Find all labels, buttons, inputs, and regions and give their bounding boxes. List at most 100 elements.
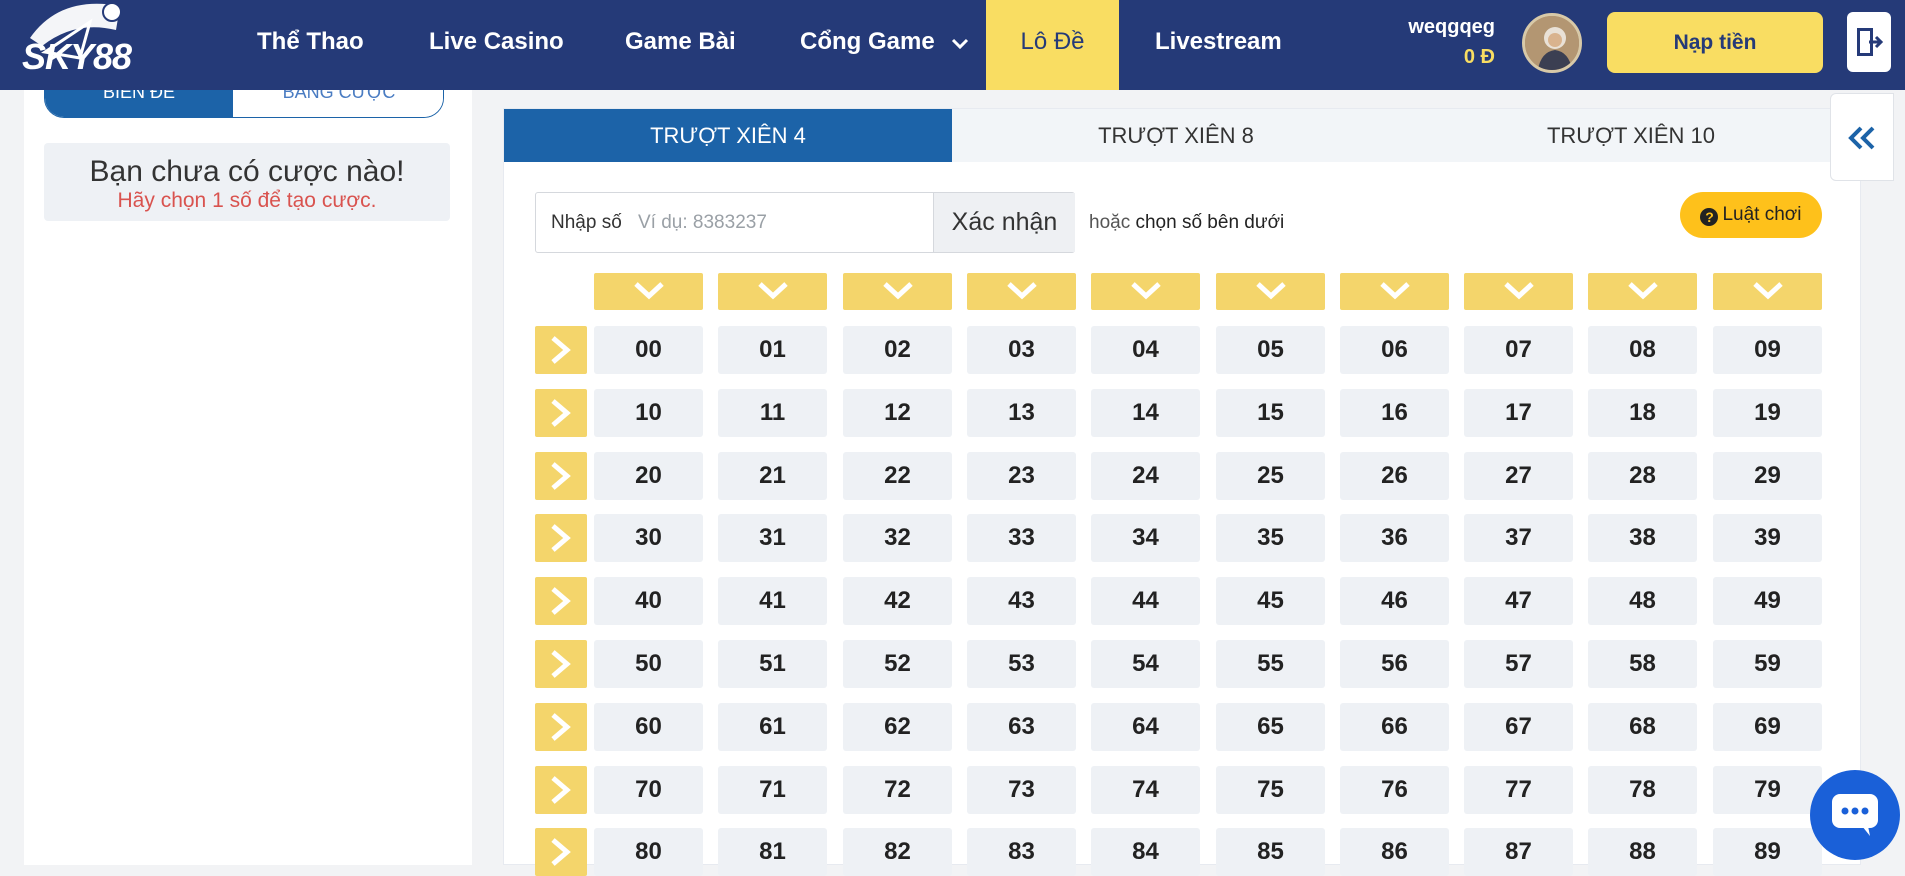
number-cell[interactable]: 02 — [843, 326, 952, 374]
number-cell[interactable]: 04 — [1091, 326, 1200, 374]
row-select-button[interactable] — [535, 514, 587, 562]
nav-game-bai[interactable]: Game Bài — [625, 28, 736, 55]
number-cell[interactable]: 18 — [1588, 389, 1697, 437]
number-cell[interactable]: 29 — [1713, 452, 1822, 500]
number-cell[interactable]: 84 — [1091, 828, 1200, 876]
number-cell[interactable]: 56 — [1340, 640, 1449, 688]
avatar[interactable] — [1522, 13, 1582, 73]
number-cell[interactable]: 01 — [718, 326, 827, 374]
number-cell[interactable]: 27 — [1464, 452, 1573, 500]
number-cell[interactable]: 77 — [1464, 766, 1573, 814]
number-cell[interactable]: 24 — [1091, 452, 1200, 500]
number-cell[interactable]: 38 — [1588, 514, 1697, 562]
number-cell[interactable]: 54 — [1091, 640, 1200, 688]
number-cell[interactable]: 72 — [843, 766, 952, 814]
number-cell[interactable]: 71 — [718, 766, 827, 814]
number-cell[interactable]: 00 — [594, 326, 703, 374]
number-cell[interactable]: 73 — [967, 766, 1076, 814]
number-cell[interactable]: 32 — [843, 514, 952, 562]
number-cell[interactable]: 13 — [967, 389, 1076, 437]
number-cell[interactable]: 07 — [1464, 326, 1573, 374]
live-chat-button[interactable] — [1810, 770, 1900, 860]
logout-button[interactable] — [1847, 12, 1891, 72]
number-cell[interactable]: 22 — [843, 452, 952, 500]
number-cell[interactable]: 26 — [1340, 452, 1449, 500]
number-cell[interactable]: 33 — [967, 514, 1076, 562]
number-input[interactable] — [638, 203, 898, 243]
number-cell[interactable]: 79 — [1713, 766, 1822, 814]
column-select-button[interactable] — [718, 273, 827, 310]
number-cell[interactable]: 45 — [1216, 577, 1325, 625]
number-cell[interactable]: 09 — [1713, 326, 1822, 374]
number-cell[interactable]: 58 — [1588, 640, 1697, 688]
rules-button[interactable]: ? Luật chơi — [1680, 192, 1822, 238]
nav-the-thao[interactable]: Thể Thao — [257, 28, 364, 55]
number-cell[interactable]: 87 — [1464, 828, 1573, 876]
row-select-button[interactable] — [535, 640, 587, 688]
tab-truot-xien-4[interactable]: Trượt Xiên 4 — [504, 109, 952, 162]
number-cell[interactable]: 65 — [1216, 703, 1325, 751]
number-cell[interactable]: 37 — [1464, 514, 1573, 562]
number-cell[interactable]: 23 — [967, 452, 1076, 500]
number-cell[interactable]: 89 — [1713, 828, 1822, 876]
nav-livestream[interactable]: Livestream — [1155, 28, 1282, 55]
number-cell[interactable]: 80 — [594, 828, 703, 876]
number-cell[interactable]: 31 — [718, 514, 827, 562]
number-cell[interactable]: 03 — [967, 326, 1076, 374]
number-cell[interactable]: 67 — [1464, 703, 1573, 751]
number-cell[interactable]: 25 — [1216, 452, 1325, 500]
number-cell[interactable]: 62 — [843, 703, 952, 751]
number-cell[interactable]: 17 — [1464, 389, 1573, 437]
number-cell[interactable]: 11 — [718, 389, 827, 437]
number-cell[interactable]: 51 — [718, 640, 827, 688]
number-cell[interactable]: 52 — [843, 640, 952, 688]
number-cell[interactable]: 46 — [1340, 577, 1449, 625]
number-cell[interactable]: 10 — [594, 389, 703, 437]
nav-lo-de[interactable]: Lô Đề — [986, 0, 1119, 90]
number-cell[interactable]: 34 — [1091, 514, 1200, 562]
number-cell[interactable]: 81 — [718, 828, 827, 876]
number-cell[interactable]: 47 — [1464, 577, 1573, 625]
row-select-button[interactable] — [535, 766, 587, 814]
number-cell[interactable]: 76 — [1340, 766, 1449, 814]
number-cell[interactable]: 83 — [967, 828, 1076, 876]
tab-truot-xien-8[interactable]: Trượt Xiên 8 — [952, 109, 1400, 162]
number-cell[interactable]: 69 — [1713, 703, 1822, 751]
sky88-logo[interactable]: SKY88 — [20, 0, 135, 90]
number-cell[interactable]: 68 — [1588, 703, 1697, 751]
row-select-button[interactable] — [535, 577, 587, 625]
number-cell[interactable]: 74 — [1091, 766, 1200, 814]
row-select-button[interactable] — [535, 389, 587, 437]
number-cell[interactable]: 35 — [1216, 514, 1325, 562]
column-select-button[interactable] — [594, 273, 703, 310]
number-cell[interactable]: 85 — [1216, 828, 1325, 876]
number-cell[interactable]: 20 — [594, 452, 703, 500]
number-cell[interactable]: 59 — [1713, 640, 1822, 688]
number-cell[interactable]: 57 — [1464, 640, 1573, 688]
number-cell[interactable]: 44 — [1091, 577, 1200, 625]
number-cell[interactable]: 75 — [1216, 766, 1325, 814]
number-cell[interactable]: 16 — [1340, 389, 1449, 437]
number-cell[interactable]: 66 — [1340, 703, 1449, 751]
collapse-sidebar-button[interactable] — [1830, 93, 1894, 181]
number-cell[interactable]: 50 — [594, 640, 703, 688]
number-cell[interactable]: 86 — [1340, 828, 1449, 876]
number-cell[interactable]: 28 — [1588, 452, 1697, 500]
number-cell[interactable]: 78 — [1588, 766, 1697, 814]
row-select-button[interactable] — [535, 452, 587, 500]
column-select-button[interactable] — [1713, 273, 1822, 310]
number-cell[interactable]: 63 — [967, 703, 1076, 751]
tab-truot-xien-10[interactable]: Trượt Xiên 10 — [1400, 109, 1862, 162]
number-cell[interactable]: 41 — [718, 577, 827, 625]
column-select-button[interactable] — [1091, 273, 1200, 310]
number-cell[interactable]: 14 — [1091, 389, 1200, 437]
number-cell[interactable]: 05 — [1216, 326, 1325, 374]
column-select-button[interactable] — [1340, 273, 1449, 310]
number-cell[interactable]: 40 — [594, 577, 703, 625]
column-select-button[interactable] — [1216, 273, 1325, 310]
number-cell[interactable]: 30 — [594, 514, 703, 562]
number-cell[interactable]: 60 — [594, 703, 703, 751]
row-select-button[interactable] — [535, 326, 587, 374]
number-cell[interactable]: 43 — [967, 577, 1076, 625]
number-cell[interactable]: 49 — [1713, 577, 1822, 625]
